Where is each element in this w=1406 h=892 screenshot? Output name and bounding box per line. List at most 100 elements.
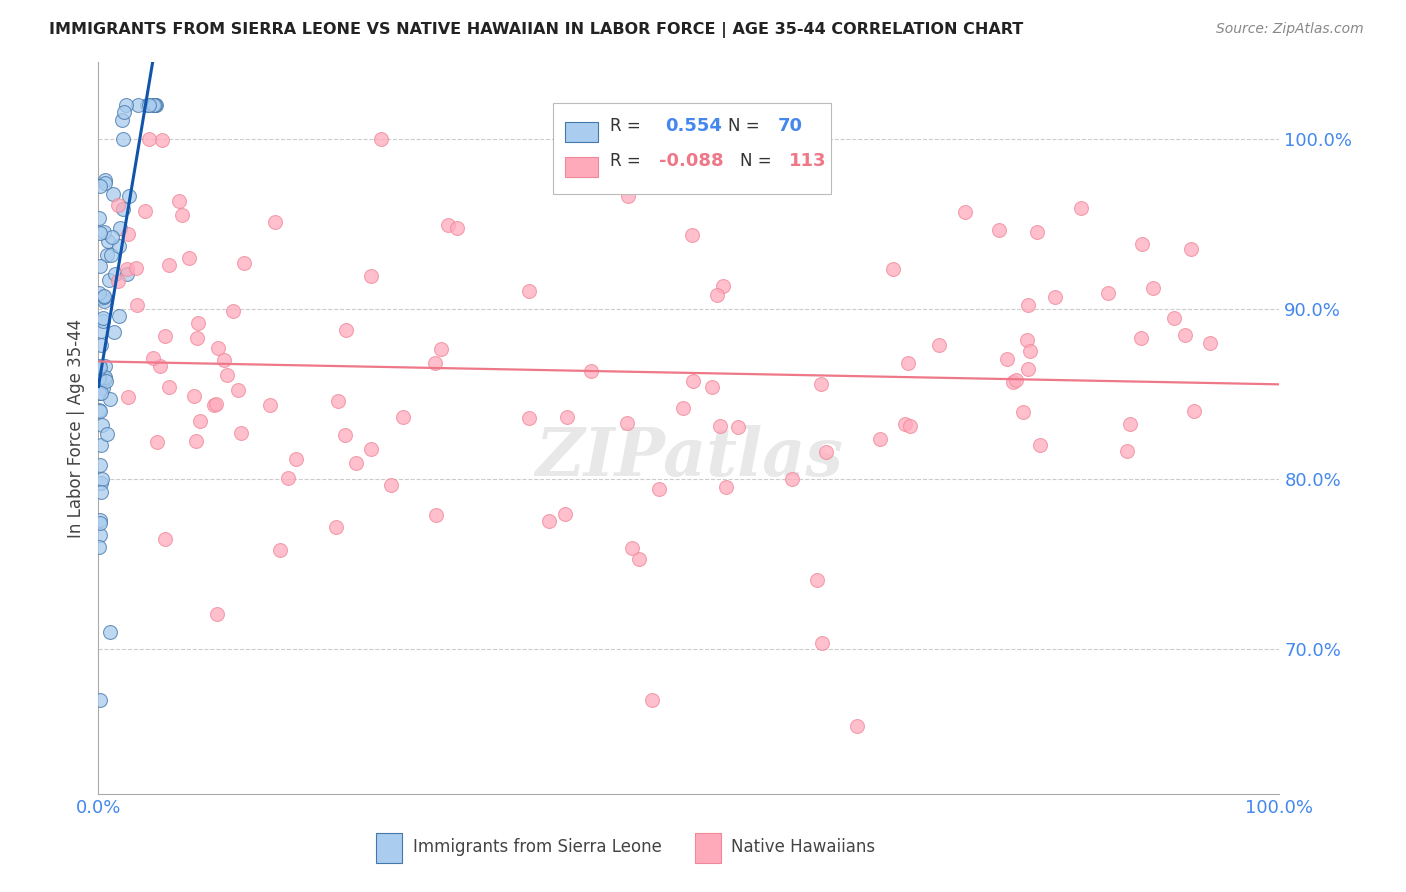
Point bbox=[114, 98, 136, 112]
Point bbox=[579, 364, 602, 378]
Point bbox=[90, 472, 112, 486]
FancyBboxPatch shape bbox=[565, 122, 598, 142]
Point bbox=[108, 239, 131, 253]
Point bbox=[93, 289, 115, 303]
Point bbox=[806, 573, 828, 587]
Text: 70: 70 bbox=[778, 117, 803, 135]
Point bbox=[681, 227, 703, 242]
Point bbox=[1163, 310, 1185, 325]
Point bbox=[285, 451, 308, 466]
Point bbox=[153, 328, 176, 343]
Point bbox=[617, 188, 640, 202]
Text: Immigrants from Sierra Leone: Immigrants from Sierra Leone bbox=[412, 838, 661, 856]
Point bbox=[1045, 290, 1067, 304]
Text: R =: R = bbox=[610, 117, 645, 135]
Point bbox=[517, 285, 540, 299]
Point bbox=[89, 375, 111, 389]
Point bbox=[94, 372, 117, 386]
Point bbox=[90, 476, 112, 491]
Text: -0.088: -0.088 bbox=[659, 153, 724, 170]
Point bbox=[370, 132, 392, 146]
Point bbox=[202, 398, 225, 412]
Point bbox=[226, 384, 249, 398]
Point bbox=[115, 267, 138, 281]
Text: 0.554: 0.554 bbox=[665, 117, 723, 135]
Text: ZIPatlas: ZIPatlas bbox=[536, 425, 842, 490]
Point bbox=[94, 172, 117, 186]
Point bbox=[138, 98, 160, 112]
Point bbox=[205, 397, 228, 411]
Point bbox=[641, 693, 664, 707]
Point bbox=[711, 279, 734, 293]
Y-axis label: In Labor Force | Age 35-44: In Labor Force | Age 35-44 bbox=[66, 318, 84, 538]
Point bbox=[700, 380, 723, 394]
Point bbox=[709, 418, 731, 433]
Point bbox=[89, 516, 111, 530]
Text: N =: N = bbox=[728, 117, 765, 135]
Point bbox=[93, 294, 115, 309]
Point bbox=[1015, 333, 1038, 347]
Point bbox=[1097, 286, 1119, 301]
Point bbox=[112, 132, 135, 146]
Point bbox=[538, 514, 561, 528]
Point bbox=[672, 401, 695, 416]
Point bbox=[103, 325, 125, 339]
Point bbox=[112, 105, 135, 120]
FancyBboxPatch shape bbox=[695, 832, 721, 863]
Point bbox=[616, 416, 638, 430]
Point bbox=[1130, 330, 1153, 344]
Point bbox=[897, 355, 920, 369]
Point bbox=[90, 337, 112, 351]
Point bbox=[112, 202, 135, 216]
Point bbox=[94, 359, 117, 373]
Point bbox=[815, 445, 838, 459]
Point bbox=[108, 309, 131, 323]
Point bbox=[117, 189, 139, 203]
Point bbox=[328, 394, 350, 409]
Point bbox=[360, 269, 382, 284]
Point bbox=[714, 480, 737, 494]
Point bbox=[91, 382, 114, 396]
Point bbox=[436, 219, 458, 233]
Point bbox=[87, 370, 110, 384]
Point bbox=[101, 187, 124, 202]
Point bbox=[125, 260, 148, 275]
Point bbox=[207, 607, 229, 621]
Text: Native Hawaiians: Native Hawaiians bbox=[731, 838, 876, 856]
Point bbox=[259, 398, 281, 412]
Point bbox=[89, 359, 111, 374]
Point bbox=[648, 482, 671, 496]
Point bbox=[89, 178, 111, 193]
Point bbox=[87, 403, 110, 417]
Point bbox=[107, 274, 129, 288]
Point bbox=[127, 98, 149, 112]
Point bbox=[344, 456, 367, 470]
Point bbox=[682, 374, 704, 388]
Point bbox=[89, 513, 111, 527]
Point bbox=[1180, 242, 1202, 256]
Point bbox=[894, 417, 917, 431]
Point bbox=[953, 205, 976, 219]
Point bbox=[87, 211, 110, 225]
Point bbox=[1199, 335, 1222, 350]
FancyBboxPatch shape bbox=[565, 157, 598, 178]
Point bbox=[1070, 201, 1092, 215]
Point bbox=[446, 221, 468, 235]
Text: N =: N = bbox=[740, 153, 776, 170]
Point bbox=[94, 374, 117, 388]
Point bbox=[98, 625, 121, 640]
Point bbox=[94, 370, 117, 384]
FancyBboxPatch shape bbox=[375, 832, 402, 863]
Point bbox=[142, 351, 165, 365]
Point bbox=[101, 230, 124, 244]
Point bbox=[111, 112, 134, 127]
Point bbox=[93, 290, 115, 304]
Point bbox=[117, 390, 139, 404]
Point bbox=[89, 528, 111, 542]
Text: 113: 113 bbox=[789, 153, 827, 170]
FancyBboxPatch shape bbox=[553, 103, 831, 194]
Point bbox=[269, 543, 291, 558]
Point bbox=[810, 376, 832, 391]
Point bbox=[150, 133, 173, 147]
Point bbox=[1119, 417, 1142, 432]
